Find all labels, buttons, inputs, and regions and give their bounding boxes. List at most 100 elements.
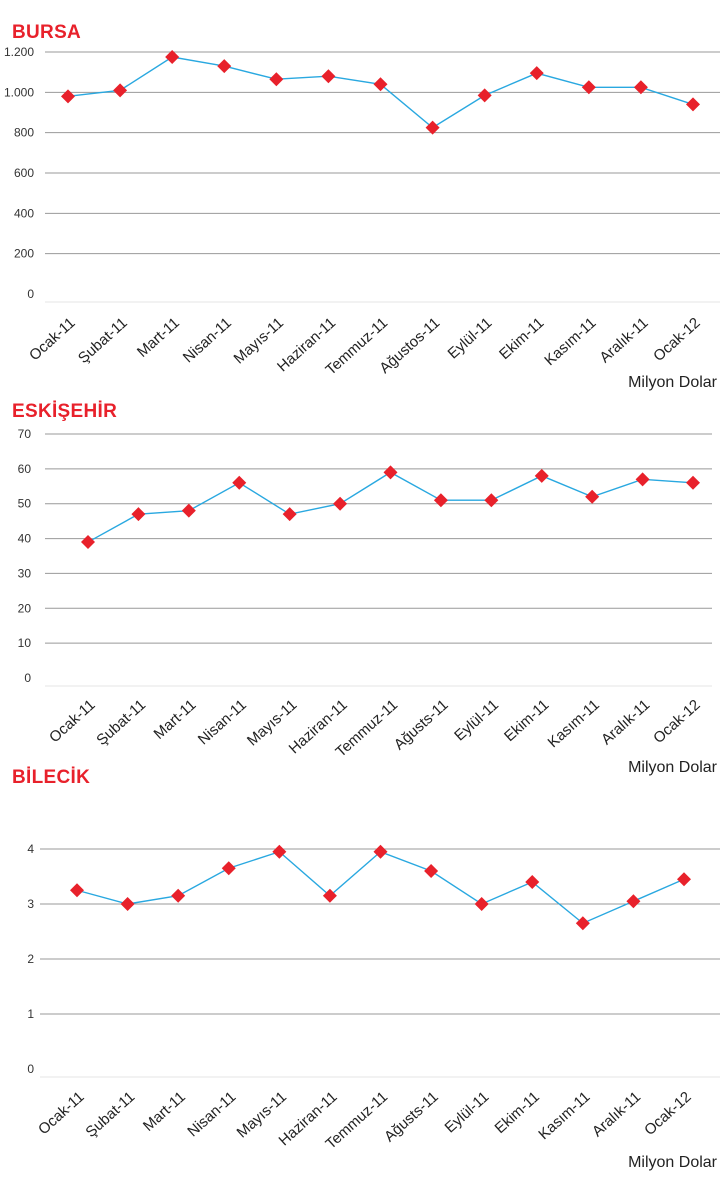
y-tick-label: 2 bbox=[27, 952, 34, 966]
y-tick-label: 600 bbox=[14, 166, 34, 180]
y-axis-ticks: 0 1 2 3 4 bbox=[27, 842, 34, 1076]
data-point-marker bbox=[272, 844, 287, 859]
data-point-marker bbox=[626, 894, 641, 909]
data-point-marker bbox=[425, 120, 440, 135]
data-point-marker bbox=[585, 489, 600, 504]
x-tick-label: Eylül-11 bbox=[442, 1088, 493, 1136]
data-point-marker bbox=[633, 80, 648, 95]
gridlines bbox=[45, 433, 712, 687]
x-tick-label: Mart-11 bbox=[151, 696, 200, 742]
y-tick-label: 40 bbox=[18, 532, 32, 546]
data-point-marker bbox=[677, 872, 691, 887]
data-point-marker bbox=[333, 496, 348, 511]
data-point-marker bbox=[474, 897, 489, 911]
y-axis-ticks: 0 10 20 30 40 50 60 70 bbox=[18, 427, 32, 685]
data-point-marker bbox=[322, 888, 337, 903]
data-point-marker bbox=[181, 503, 196, 518]
x-tick-label: Şubat-11 bbox=[75, 314, 131, 367]
y-tick-label: 20 bbox=[18, 601, 32, 615]
gridlines bbox=[40, 848, 720, 1078]
data-markers bbox=[81, 465, 700, 550]
x-tick-label: Ekim-11 bbox=[496, 314, 547, 363]
data-point-marker bbox=[373, 844, 388, 859]
data-point-marker bbox=[321, 69, 336, 84]
data-point-marker bbox=[477, 88, 492, 103]
data-point-marker bbox=[221, 861, 236, 876]
x-tick-label: Mart-11 bbox=[140, 1088, 189, 1134]
y-tick-label: 0 bbox=[27, 1062, 34, 1076]
y-tick-label: 1.000 bbox=[4, 85, 34, 99]
x-tick-label: Nisan-11 bbox=[184, 1088, 239, 1140]
x-tick-label: Ocak-12 bbox=[650, 314, 704, 365]
chart-panel-bursa: BURSA 0 200 400 600 800 1.000 1.200 Ocak-11 Şuba… bbox=[0, 22, 723, 391]
data-point-marker bbox=[120, 897, 135, 911]
gridlines bbox=[45, 51, 720, 303]
x-tick-label: Ocak-11 bbox=[26, 314, 79, 364]
x-tick-label: Şubat-11 bbox=[82, 1088, 138, 1141]
data-point-marker bbox=[232, 475, 247, 490]
y-tick-label: 30 bbox=[18, 566, 32, 580]
chart-panel-bilecik: BİLECİK 0 1 2 3 4 Ocak-11 Şubat-11 Mart-11 Nisan… bbox=[0, 767, 723, 1177]
unit-label: Milyon Dolar bbox=[628, 374, 717, 391]
y-tick-label: 200 bbox=[14, 247, 34, 261]
series-line bbox=[76, 850, 685, 925]
data-markers bbox=[61, 50, 700, 135]
data-point-marker bbox=[581, 80, 596, 95]
data-point-marker bbox=[534, 468, 549, 483]
x-tick-label: Eylül-11 bbox=[451, 696, 502, 744]
data-point-marker bbox=[686, 97, 700, 112]
chart-title: ESKİŞEHİR bbox=[12, 401, 118, 422]
y-tick-label: 0 bbox=[24, 671, 31, 685]
data-point-marker bbox=[282, 507, 297, 522]
x-tick-label: Eylül-11 bbox=[445, 314, 496, 362]
chart-title: BİLECİK bbox=[12, 767, 91, 788]
x-tick-label: Ağusts-11 bbox=[391, 696, 452, 753]
data-point-marker bbox=[525, 875, 540, 889]
data-point-marker bbox=[70, 883, 84, 898]
x-tick-label: Ocak-11 bbox=[35, 1088, 88, 1138]
x-tick-label: Kasım-11 bbox=[535, 1088, 593, 1143]
data-point-marker bbox=[217, 59, 232, 74]
y-tick-label: 400 bbox=[14, 206, 34, 220]
y-tick-label: 3 bbox=[27, 897, 34, 911]
data-point-marker bbox=[113, 83, 128, 98]
chart-panel-eskisehir: ESKİŞEHİR 0 10 20 30 40 50 60 70 Ocak-11 Şubat-11… bbox=[0, 401, 723, 781]
x-tick-label: Ocak-11 bbox=[46, 696, 99, 746]
data-point-marker bbox=[373, 77, 388, 92]
y-tick-label: 0 bbox=[27, 287, 34, 301]
data-point-marker bbox=[165, 50, 180, 65]
y-tick-label: 800 bbox=[14, 126, 34, 140]
data-point-marker bbox=[635, 472, 650, 487]
data-point-marker bbox=[686, 475, 700, 490]
x-tick-label: Nisan-11 bbox=[180, 314, 235, 366]
unit-label: Milyon Dolar bbox=[628, 759, 717, 776]
series-line bbox=[87, 471, 694, 543]
unit-label: Milyon Dolar bbox=[628, 1154, 717, 1171]
x-tick-label: Kasım-11 bbox=[541, 314, 599, 369]
y-tick-label: 4 bbox=[27, 842, 34, 856]
y-tick-label: 50 bbox=[18, 497, 32, 511]
x-tick-label: Mart-11 bbox=[134, 314, 183, 360]
y-tick-label: 10 bbox=[18, 636, 32, 650]
x-tick-label: Aralık-11 bbox=[598, 696, 653, 748]
y-axis-ticks: 0 200 400 600 800 1.000 1.200 bbox=[4, 45, 34, 301]
data-point-marker bbox=[484, 493, 499, 508]
x-tick-label: Nisan-11 bbox=[195, 696, 250, 748]
y-tick-label: 70 bbox=[18, 427, 32, 441]
y-tick-label: 1 bbox=[27, 1007, 34, 1021]
x-tick-label: Ocak-12 bbox=[641, 1088, 695, 1139]
x-tick-label: Şubat-11 bbox=[93, 696, 149, 749]
x-tick-label: Kasım-11 bbox=[545, 696, 603, 751]
x-tick-label: Ağusts-11 bbox=[381, 1088, 442, 1145]
data-point-marker bbox=[131, 507, 146, 522]
x-tick-label: Aralık-11 bbox=[589, 1088, 644, 1140]
data-markers bbox=[70, 844, 691, 931]
y-tick-label: 60 bbox=[18, 462, 32, 476]
x-tick-label: Aralık-11 bbox=[596, 314, 651, 366]
